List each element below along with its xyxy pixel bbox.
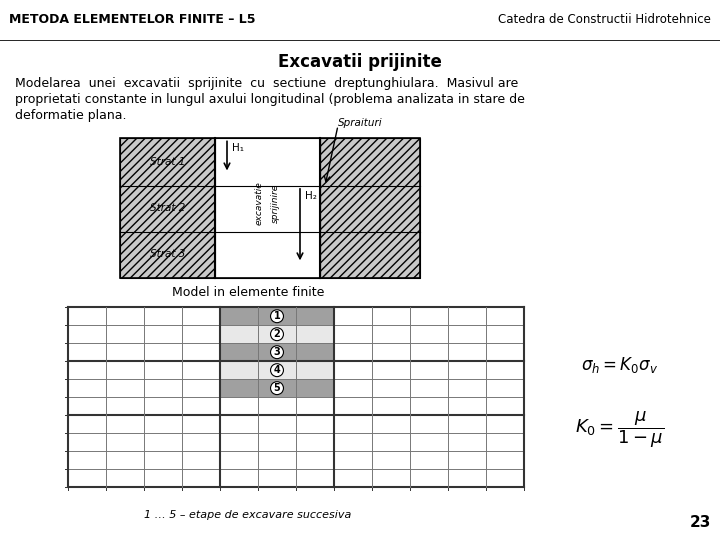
Text: Spraituri: Spraituri (338, 118, 382, 129)
Bar (120, 138, 420, 278)
Bar (220, 343, 334, 361)
Text: $\sigma_h = K_0 \sigma_v$: $\sigma_h = K_0 \sigma_v$ (582, 355, 659, 375)
Text: 5: 5 (274, 383, 280, 393)
Text: sprijinire: sprijinire (271, 184, 280, 223)
Text: Catedra de Constructii Hidrotehnice: Catedra de Constructii Hidrotehnice (498, 13, 711, 26)
Text: proprietati constante in lungul axului longitudinal (problema analizata in stare: proprietati constante in lungul axului l… (15, 93, 525, 106)
Bar (220, 307, 334, 325)
Text: H₂: H₂ (305, 191, 317, 201)
Bar (220, 361, 334, 379)
Text: Strat 1: Strat 1 (150, 157, 185, 167)
Bar (68, 307, 524, 487)
Text: 1: 1 (274, 311, 280, 321)
Text: 1 … 5 – etape de excavare succesiva: 1 … 5 – etape de excavare succesiva (144, 510, 351, 520)
Text: Excavatii prijinite: Excavatii prijinite (278, 53, 442, 71)
Bar (320, 138, 420, 278)
Text: 2: 2 (274, 329, 280, 339)
Bar (220, 379, 334, 397)
Text: METODA ELEMENTELOR FINITE – L5: METODA ELEMENTELOR FINITE – L5 (9, 13, 255, 26)
Text: deformatie plana.: deformatie plana. (15, 109, 127, 122)
Text: 3: 3 (274, 347, 280, 357)
Bar (220, 325, 334, 343)
Bar (215, 138, 320, 278)
Text: excavatie: excavatie (255, 181, 264, 225)
Text: Strat 2: Strat 2 (150, 204, 185, 213)
Text: $K_0 = \dfrac{\mu}{1 - \mu}$: $K_0 = \dfrac{\mu}{1 - \mu}$ (575, 410, 665, 450)
Text: 4: 4 (274, 365, 280, 375)
Text: 23: 23 (689, 515, 711, 530)
Text: Model in elemente finite: Model in elemente finite (172, 286, 324, 299)
Text: Strat 3: Strat 3 (150, 249, 185, 260)
Text: H₁: H₁ (232, 144, 244, 153)
Bar (120, 138, 215, 278)
Text: Modelarea  unei  excavatii  sprijinite  cu  sectiune  dreptunghiulara.  Masivul : Modelarea unei excavatii sprijinite cu s… (15, 77, 518, 90)
